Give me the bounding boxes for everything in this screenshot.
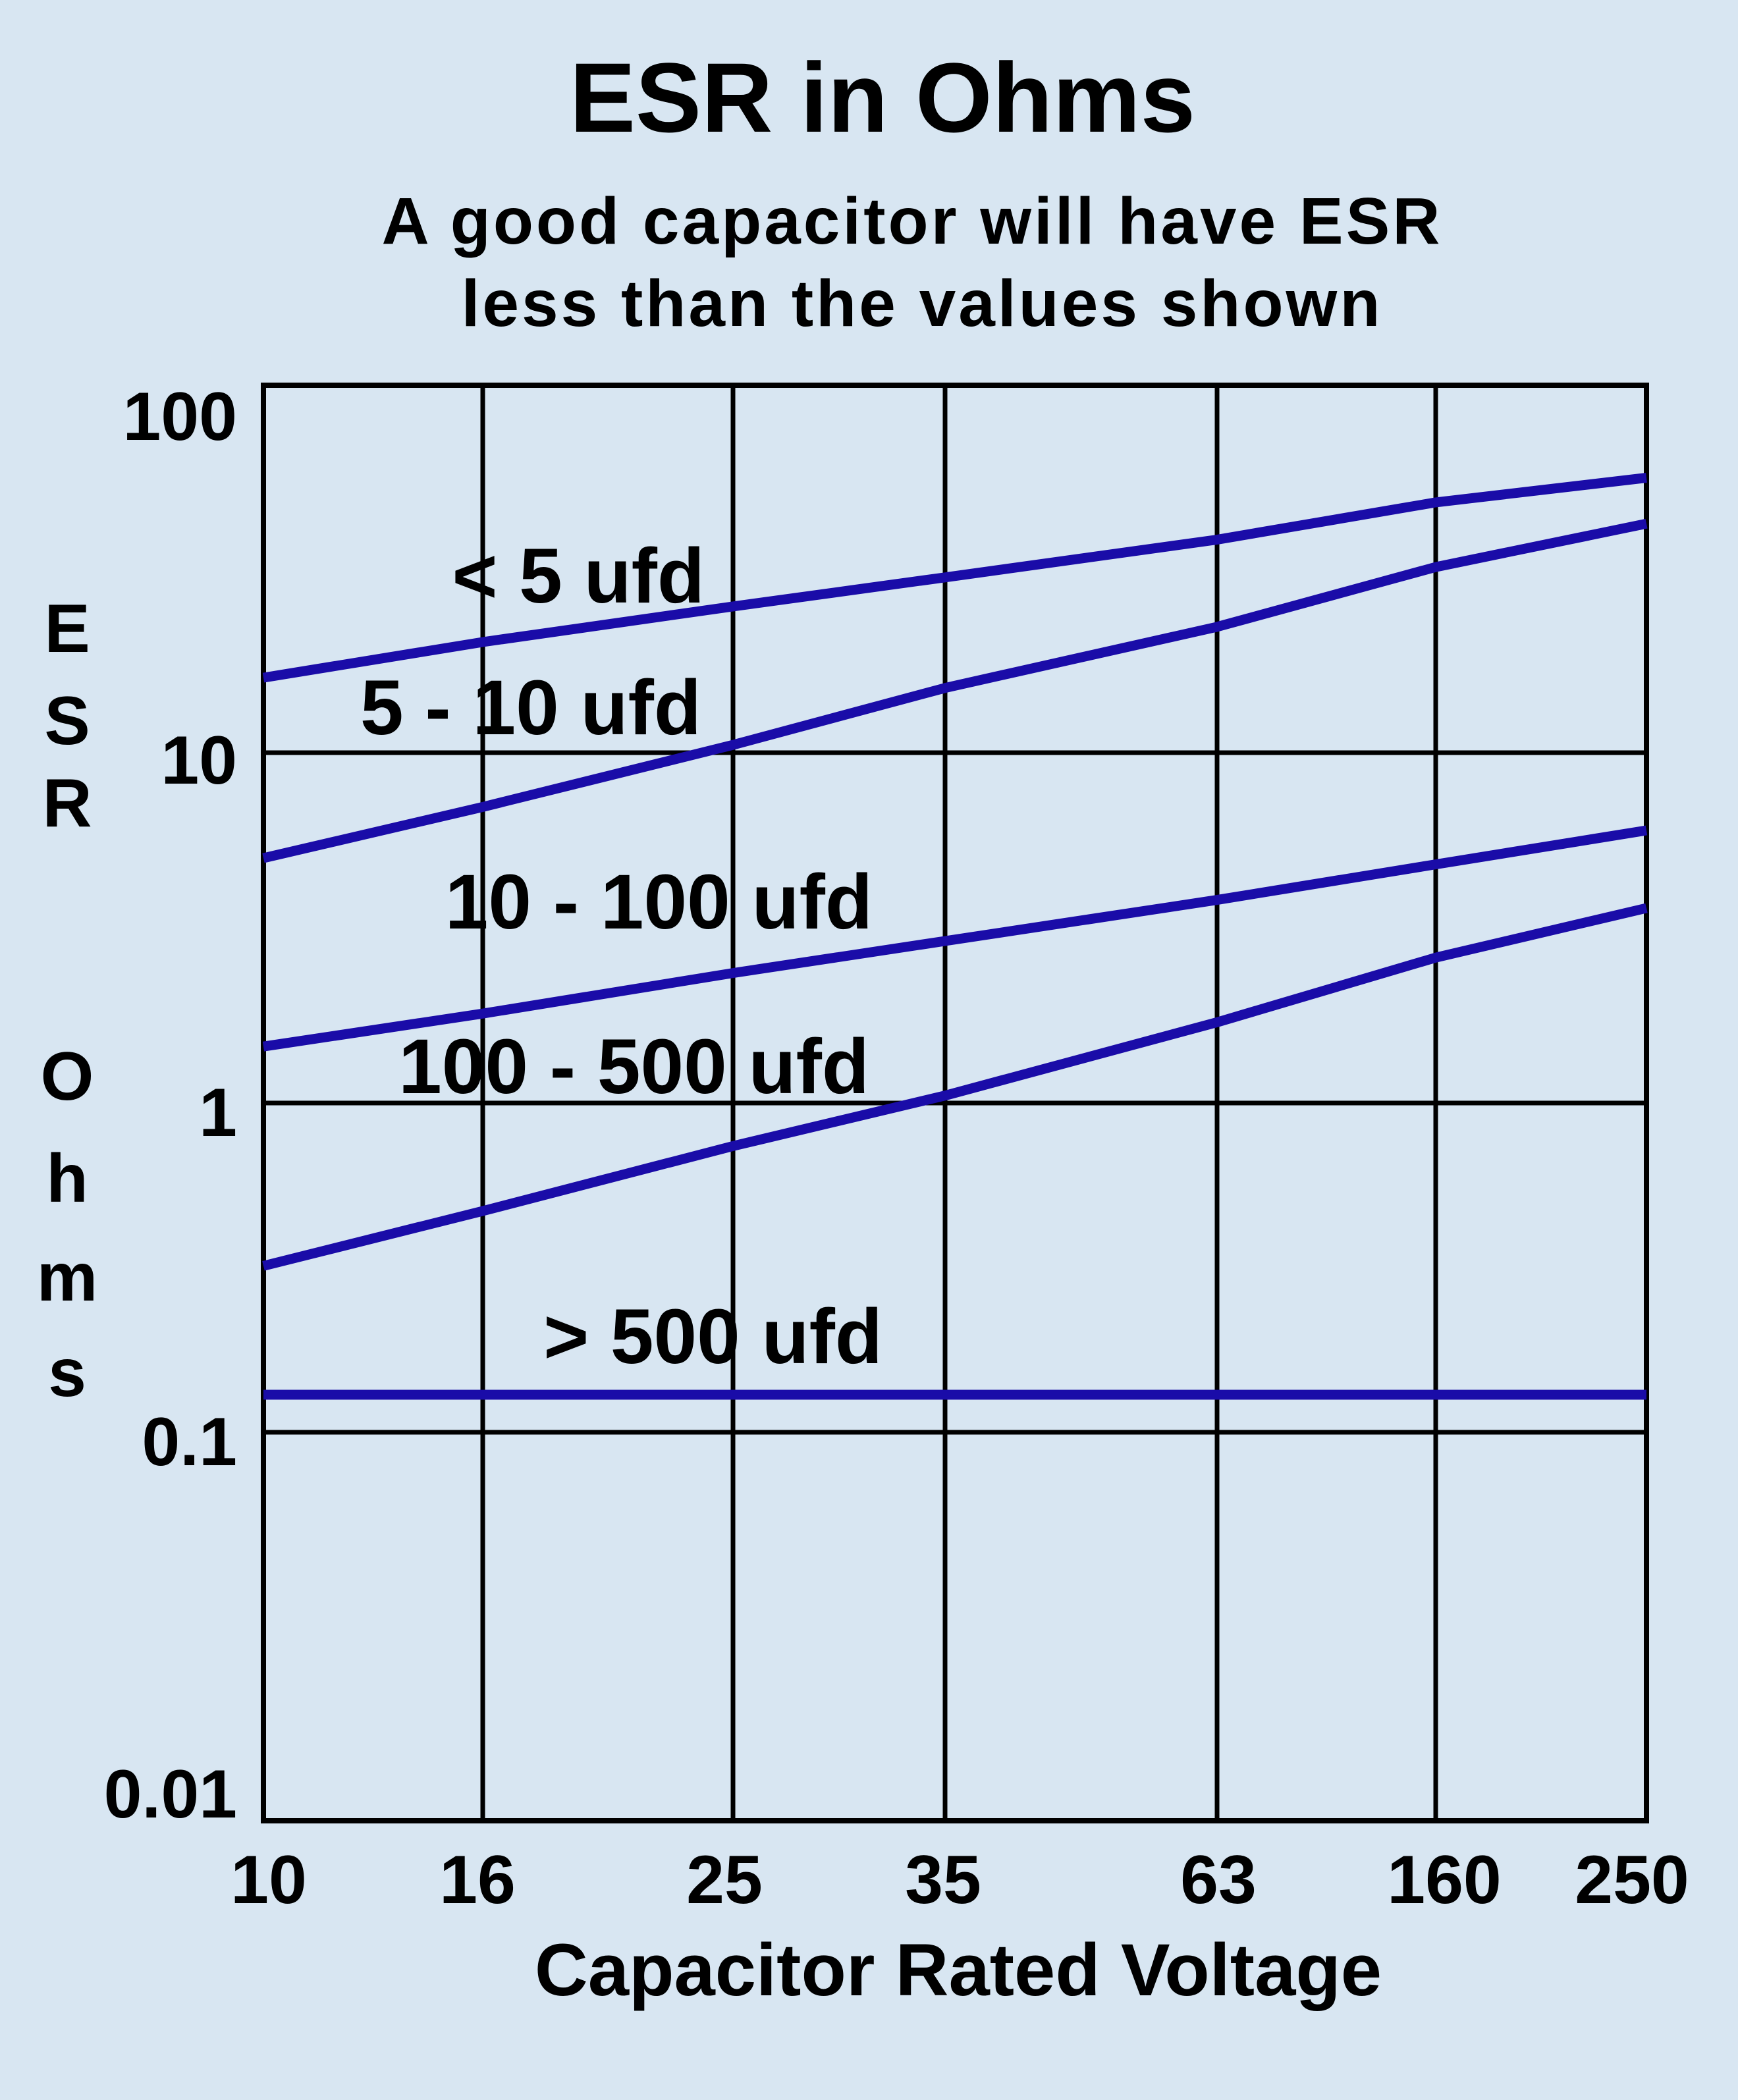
- y-tick-label: 1: [199, 1075, 237, 1151]
- y-tick-label: 0.01: [104, 1756, 237, 1833]
- y-axis-ticks: 100 10 1 0.1 0.01: [104, 379, 237, 1833]
- x-tick-label: 16: [439, 1842, 516, 1918]
- series-label: 100 - 500 ufd: [398, 1023, 869, 1110]
- chart-subtitle-line-1: A good capacitor will have ESR: [381, 184, 1442, 258]
- y-axis-label: ESR Ohms: [37, 591, 97, 1411]
- y-tick-label: 0.1: [142, 1404, 237, 1480]
- series-label: 10 - 100 ufd: [445, 859, 873, 946]
- series-label: > 500 ufd: [543, 1293, 883, 1380]
- series-line: [262, 518, 1648, 863]
- y-tick-label: 100: [122, 379, 237, 455]
- y-axis-label-letter: E: [44, 591, 90, 667]
- series-label: < 5 ufd: [452, 533, 705, 620]
- x-tick-label: 250: [1575, 1842, 1689, 1918]
- y-axis-label-letter: h: [46, 1141, 88, 1217]
- x-tick-label: 160: [1387, 1842, 1502, 1918]
- x-tick-label: 25: [686, 1842, 763, 1918]
- series-line: [262, 825, 1648, 1052]
- y-axis-label-letter: s: [48, 1335, 86, 1411]
- x-tick-label: 10: [231, 1842, 307, 1918]
- series-lines: [262, 473, 1648, 1400]
- series-line: [262, 473, 1647, 683]
- y-axis-label-letter: R: [42, 765, 92, 842]
- x-tick-label: 35: [905, 1842, 981, 1918]
- x-axis-label: Capacitor Rated Voltage: [535, 1929, 1382, 2011]
- series-line: [262, 903, 1648, 1271]
- plot-frame: [261, 383, 1649, 1823]
- x-tick-label: 63: [1180, 1842, 1257, 1918]
- series-labels: < 5 ufd 5 - 10 ufd 10 - 100 ufd 100 - 500 u…: [360, 533, 883, 1380]
- chart-subtitle-line-2: less than the values shown: [462, 267, 1383, 340]
- series-label: 5 - 10 ufd: [360, 664, 701, 751]
- y-axis-label-letter: m: [37, 1239, 97, 1316]
- y-axis-label-letter: S: [44, 683, 90, 759]
- chart-title: ESR in Ohms: [570, 42, 1195, 153]
- y-tick-label: 10: [161, 722, 237, 799]
- x-axis-ticks: 10 16 25 35 63 160 250: [231, 1842, 1689, 1918]
- y-axis-label-letter: O: [41, 1038, 94, 1115]
